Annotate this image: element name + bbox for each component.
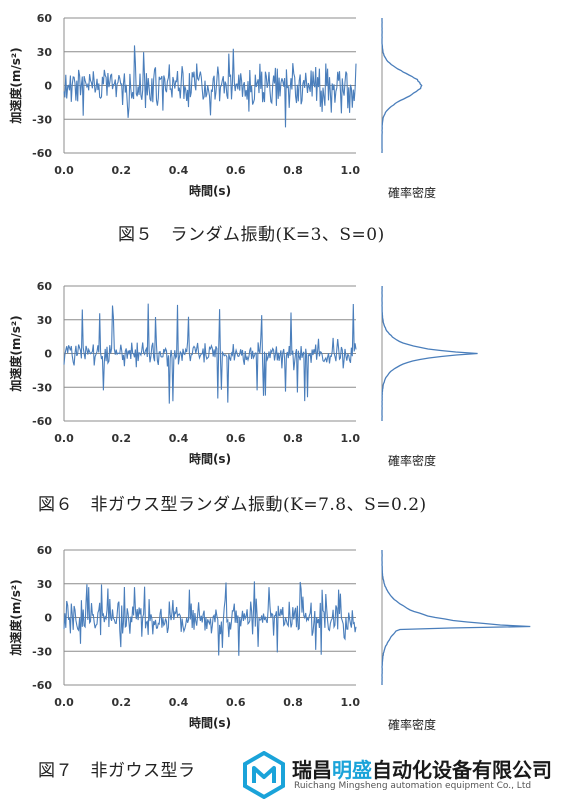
x-tick-label: 0.6 [226, 432, 246, 445]
company-watermark: 瑞昌明盛自动化设备有限公司 Ruichang Mingsheng automat… [240, 748, 569, 802]
company-logo-icon [243, 751, 285, 799]
y-tick-label: 0 [44, 348, 52, 361]
x-axis-label: 時間(s) [189, 715, 231, 730]
pdf-curve [381, 18, 423, 153]
y-tick-label: 0 [44, 612, 52, 625]
x-tick-label: 0.6 [226, 164, 246, 177]
x-tick-label: 0.6 [226, 696, 246, 709]
x-tick-label: 0.8 [283, 696, 303, 709]
y-axis-label: 加速度(m/s²) [8, 47, 23, 124]
time-history-chart: 60 30 0 -30 -600.0 0.2 0.4 0.6 0.8 1.0 時間(s) 加速度(m/… [8, 12, 436, 200]
x-tick-label: 1.0 [341, 164, 361, 177]
pdf-curve [381, 550, 531, 685]
x-tick-label: 0.4 [169, 432, 189, 445]
signal-line [63, 581, 357, 656]
company-subtitle: Ruichang Mingsheng automation equipment … [294, 781, 532, 791]
x-tick-label: 0.0 [54, 432, 74, 445]
x-axis-label: 時間(s) [189, 183, 231, 198]
y-tick-label: -60 [32, 415, 52, 428]
x-tick-label: 0.4 [169, 696, 189, 709]
x-axis-label: 時間(s) [189, 451, 231, 466]
y-tick-label: 30 [37, 578, 53, 591]
company-name: 瑞昌明盛自动化设备有限公司 [292, 758, 552, 782]
y-tick-label: -60 [32, 147, 52, 160]
y-tick-label: 30 [37, 46, 53, 59]
pdf-label: 確率密度 [388, 453, 436, 468]
figure-6: 60 30 0 -30 -60 0.0 0.2 0.4 0.6 0.8 1.0 時間(s) 加速度(m/… [0, 268, 569, 518]
y-tick-label: -60 [32, 679, 52, 692]
y-tick-label: 60 [37, 544, 53, 557]
y-tick-label: 60 [37, 12, 53, 25]
x-tick-label: 0.4 [169, 164, 189, 177]
figure-caption: 図５ ランダム振動(K=3、S=0) [118, 225, 385, 245]
signal-line [63, 303, 357, 404]
x-tick-label: 0.0 [54, 164, 74, 177]
y-axis-label: 加速度(m/s²) [8, 315, 23, 392]
y-tick-label: -30 [32, 113, 52, 126]
signal-line [63, 45, 357, 128]
x-tick-label: 1.0 [341, 432, 361, 445]
figure-caption: 図６ 非ガウス型ランダム振動(K=7.8、S=0.2) [38, 495, 427, 515]
x-tick-label: 0.2 [112, 164, 132, 177]
pdf-label: 確率密度 [388, 717, 436, 732]
figure-7: 60 30 0 -30 -60 0.0 0.2 0.4 0.6 0.8 1.0 時間(s) 加速度(m/… [0, 532, 569, 802]
y-axis-label: 加速度(m/s²) [8, 579, 23, 656]
y-tick-label: -30 [32, 381, 52, 394]
y-tick-label: 0 [44, 80, 52, 93]
figure-5: 60 30 0 -30 -60 0.0 0.2 0.4 0.6 0.8 1.0 時間(s) 加速度(m/… [0, 0, 569, 250]
y-tick-label: 60 [37, 280, 53, 293]
pdf-label: 確率密度 [388, 185, 436, 200]
pdf-curve [381, 286, 478, 421]
y-tick-label: -30 [32, 645, 52, 658]
time-history-chart: 60 30 0 -30 -600.0 0.2 0.4 0.6 0.8 1.0 時間(s) 加速度(m/… [8, 544, 531, 732]
x-tick-label: 1.0 [341, 696, 361, 709]
x-tick-label: 0.2 [112, 696, 132, 709]
x-tick-label: 0.8 [283, 164, 303, 177]
x-tick-label: 0.2 [112, 432, 132, 445]
figure-caption: 図７ 非ガウス型ラ [38, 761, 196, 781]
y-tick-label: 30 [37, 314, 53, 327]
time-history-chart: 60 30 0 -30 -600.0 0.2 0.4 0.6 0.8 1.0 時間(s) 加速度(m/… [8, 280, 478, 468]
x-tick-label: 0.0 [54, 696, 74, 709]
x-tick-label: 0.8 [283, 432, 303, 445]
